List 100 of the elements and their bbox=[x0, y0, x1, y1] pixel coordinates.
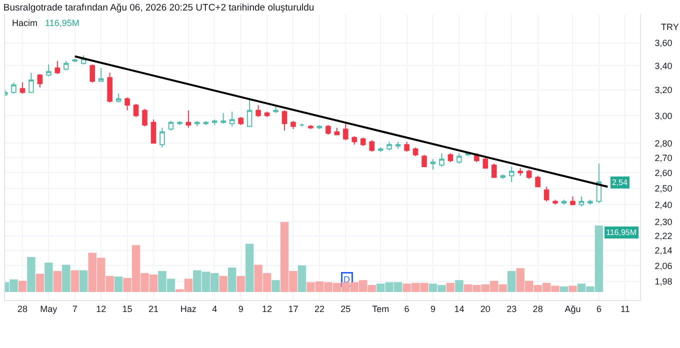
bar bbox=[53, 271, 62, 292]
x-tick-label: 12 bbox=[96, 304, 106, 314]
bar bbox=[236, 276, 245, 292]
candlestick bbox=[150, 119, 156, 144]
y-tick-label: 3,00 bbox=[654, 110, 672, 121]
candlestick bbox=[404, 141, 410, 152]
y-tick-label: 2,80 bbox=[654, 138, 672, 148]
bar bbox=[508, 271, 516, 292]
x-tick-label: 25 bbox=[340, 304, 351, 314]
x-tick-label: 7 bbox=[72, 304, 78, 314]
y-tick-label: 3,20 bbox=[654, 85, 672, 96]
candlestick bbox=[72, 58, 78, 63]
x-tick-label: Haz bbox=[180, 304, 197, 314]
candlestick bbox=[160, 127, 165, 148]
candlestick bbox=[220, 112, 226, 124]
candlestick bbox=[386, 141, 392, 151]
y-tick-label: 2,60 bbox=[654, 168, 672, 178]
y-tick-label: 2,40 bbox=[654, 200, 672, 210]
annotation: 116,95M bbox=[606, 228, 637, 237]
candlestick bbox=[578, 196, 584, 207]
y-tick-label: 2,70 bbox=[654, 152, 672, 163]
candlestick bbox=[334, 127, 340, 136]
bar bbox=[219, 276, 228, 292]
candlestick bbox=[124, 96, 130, 111]
candlestick bbox=[508, 166, 514, 183]
bar bbox=[245, 244, 254, 292]
x-tick-label: 14 bbox=[454, 304, 464, 314]
candlestick bbox=[107, 72, 112, 104]
candlestick bbox=[570, 196, 576, 206]
candlestick bbox=[326, 124, 331, 136]
x-tick-label: Ağu bbox=[564, 304, 581, 314]
chart-title: Hacim bbox=[12, 18, 38, 28]
annotation: 116,95M bbox=[45, 18, 80, 28]
bar bbox=[80, 270, 88, 292]
candlestick bbox=[500, 174, 506, 180]
y-tick-label: 2,06 bbox=[654, 260, 672, 271]
y-tick-label: 2,22 bbox=[654, 230, 672, 241]
annotation: 2,54 bbox=[612, 178, 628, 187]
candlestick bbox=[448, 152, 454, 163]
candlestick bbox=[439, 152, 444, 168]
candlestick bbox=[273, 104, 278, 114]
candlestick bbox=[518, 168, 523, 176]
x-tick-label: 12 bbox=[262, 304, 272, 314]
candlestick bbox=[46, 64, 52, 77]
candlestick bbox=[308, 124, 314, 130]
candlestick bbox=[343, 123, 348, 141]
bar bbox=[446, 282, 455, 292]
candlestick bbox=[316, 124, 322, 130]
candlestick bbox=[133, 103, 139, 118]
bar bbox=[114, 276, 123, 292]
candlestick bbox=[395, 141, 401, 150]
candlestick bbox=[238, 116, 244, 126]
y-tick-label: 1,98 bbox=[654, 276, 672, 287]
candlestick bbox=[535, 175, 540, 188]
candlestick bbox=[212, 119, 218, 126]
bar bbox=[62, 264, 70, 292]
x-tick-label: May bbox=[40, 304, 58, 314]
candlestick bbox=[11, 82, 16, 94]
x-tick-label: 4 bbox=[212, 304, 218, 314]
y-tick-label: 3,60 bbox=[654, 38, 672, 48]
candlestick bbox=[369, 140, 374, 152]
x-tick-label: 6 bbox=[596, 304, 602, 314]
candlestick bbox=[282, 110, 288, 132]
bar bbox=[18, 280, 27, 292]
candlestick bbox=[482, 157, 488, 169]
candlestick bbox=[422, 154, 427, 168]
bar bbox=[228, 268, 236, 292]
y-tick-label: 2,50 bbox=[654, 184, 672, 194]
y-tick-label: 2,14 bbox=[654, 246, 672, 256]
candlestick bbox=[526, 169, 532, 180]
candlestick bbox=[588, 199, 593, 206]
candlestick bbox=[544, 186, 550, 202]
x-tick-label: 28 bbox=[17, 304, 28, 314]
chart-title: Busralgotrade tarafından Ağu 06, 2026 20:25 UTC+2 tarihinde oluşturuldu bbox=[3, 2, 314, 14]
candlestick bbox=[186, 110, 192, 128]
candlestick bbox=[194, 120, 200, 127]
y-tick-label: 2,30 bbox=[654, 216, 672, 227]
candlestick bbox=[360, 136, 366, 147]
bar bbox=[70, 270, 79, 292]
bar bbox=[568, 286, 577, 292]
candlestick bbox=[378, 146, 384, 152]
bar bbox=[44, 262, 53, 292]
x-tick-label: 9 bbox=[238, 304, 244, 314]
candlestick bbox=[290, 120, 296, 130]
candlestick bbox=[28, 72, 34, 93]
x-tick-label: 23 bbox=[506, 304, 517, 314]
candlestick bbox=[168, 120, 174, 132]
x-tick-label: 28 bbox=[532, 304, 543, 314]
candlestick bbox=[456, 152, 462, 164]
candlestick bbox=[20, 82, 26, 94]
candlestick bbox=[54, 60, 60, 74]
x-tick-label: 21 bbox=[148, 304, 158, 314]
x-tick-label: 15 bbox=[122, 304, 132, 314]
candlestick bbox=[229, 111, 235, 127]
x-tick-label: Tem bbox=[372, 304, 390, 314]
candlestick bbox=[430, 158, 436, 170]
y-tick-label: 3,40 bbox=[654, 60, 672, 71]
bar bbox=[272, 280, 280, 292]
candlestick bbox=[98, 68, 104, 82]
candlestick bbox=[256, 104, 261, 118]
